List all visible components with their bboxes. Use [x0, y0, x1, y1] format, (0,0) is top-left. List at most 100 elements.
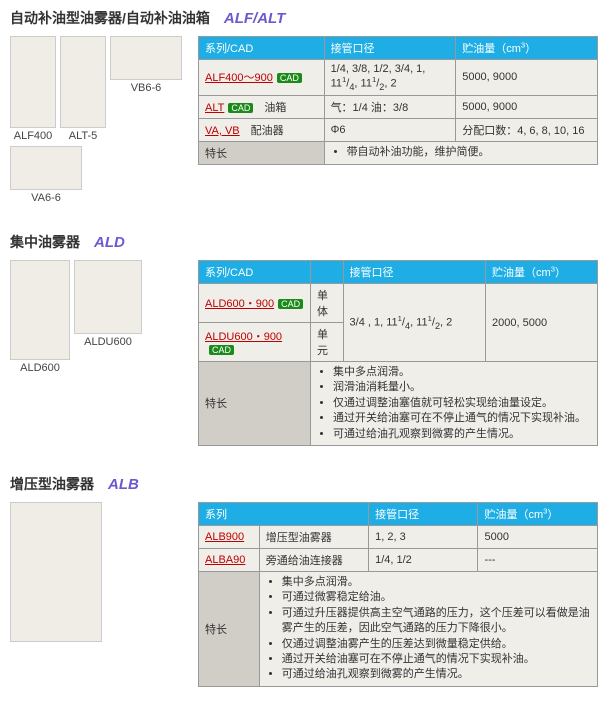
cad-badge: CAD	[277, 73, 302, 83]
table-cell: 2000, 5000	[486, 284, 598, 362]
table-header: 贮油量（cm3）	[486, 261, 598, 284]
spec-table: 系列/CAD接管口径贮油量（cm3）ALD600・900CAD单体3/4 , 1…	[198, 260, 598, 446]
series-link[interactable]: ALD600・900	[205, 298, 274, 310]
product-image-box: ALT-5	[60, 36, 106, 142]
feature-item: 润滑油消耗量小。	[333, 380, 591, 395]
features-list: 集中多点润滑。可通过微雾稳定给油。可通过升压器提供高主空气通路的压力，这个压差可…	[266, 575, 591, 683]
table-cell: 3/4 , 1, 111/4, 111/2, 2	[343, 284, 486, 362]
product-image-label: ALDU600	[84, 336, 132, 348]
table-cell: ALF400～900 CAD	[199, 60, 325, 96]
section-code: ALD	[94, 234, 125, 251]
product-section: 增压型油雾器ALB系列接管口径贮油量（cm3）ALB900增压型油雾器1, 2,…	[0, 466, 608, 695]
table-header-row: 系列/CAD接管口径贮油量（cm3）	[199, 37, 598, 60]
feature-item: 集中多点润滑。	[282, 575, 591, 590]
section-title-row: 增压型油雾器 ALB	[10, 474, 598, 494]
product-image	[60, 36, 106, 128]
product-image-box: VA6-6	[10, 146, 82, 204]
content-row: ALF400ALT-5VB6-6VA6-6系列/CAD接管口径贮油量（cm3）A…	[10, 36, 598, 204]
series-link[interactable]: ALT	[205, 102, 224, 114]
table-cell: 5000, 9000	[456, 60, 598, 96]
product-image-label: ALT-5	[69, 130, 98, 142]
features-label: 特长	[199, 141, 325, 164]
product-image	[110, 36, 182, 80]
table-cell: ---	[478, 548, 598, 571]
product-image-box: ALF400	[10, 36, 56, 142]
cad-badge: CAD	[209, 345, 234, 355]
table-cell: 1/4, 3/8, 1/2, 3/4, 1, 111/4, 111/2, 2	[324, 60, 456, 96]
product-image	[10, 260, 70, 360]
table-header: 系列	[199, 502, 369, 525]
content-row: 系列接管口径贮油量（cm3）ALB900增压型油雾器1, 2, 35000ALB…	[10, 502, 598, 687]
features-list: 带自动补油功能，维护简便。	[331, 145, 591, 160]
table-cell: 单体	[310, 284, 343, 323]
product-image-box: VB6-6	[110, 36, 182, 94]
features-row: 特长带自动补油功能，维护简便。	[199, 141, 598, 164]
table-header: 接管口径	[369, 502, 478, 525]
table-wrap: 系列/CAD接管口径贮油量（cm3）ALD600・900CAD单体3/4 , 1…	[198, 260, 598, 446]
table-row: ALB900增压型油雾器1, 2, 35000	[199, 525, 598, 548]
table-wrap: 系列/CAD接管口径贮油量（cm3） ALF400～900 CAD 1/4, 3/8,…	[198, 36, 598, 204]
cad-badge: CAD	[228, 103, 253, 113]
table-cell: VA, VB 配油器	[199, 118, 325, 141]
section-code: ALF/ALT	[224, 10, 285, 27]
table-cell: ALD600・900CAD	[199, 284, 311, 323]
features-row: 特长集中多点润滑。可通过微雾稳定给油。可通过升压器提供高主空气通路的压力，这个压…	[199, 571, 598, 686]
product-image-label: VA6-6	[31, 192, 61, 204]
image-column: ALF400 ALT-5 VB6-6 VA6-6	[10, 36, 190, 204]
content-row: ALD600ALDU600系列/CAD接管口径贮油量（cm3）ALD600・90…	[10, 260, 598, 446]
product-image	[10, 502, 102, 642]
feature-item: 可通过给油孔观察到微雾的产生情况。	[333, 427, 591, 442]
product-section: 集中油雾器ALDALD600ALDU600系列/CAD接管口径贮油量（cm3）A…	[0, 224, 608, 454]
table-row: ALF400～900 CAD 1/4, 3/8, 1/2, 3/4, 1, 111/…	[199, 60, 598, 96]
section-code: ALB	[108, 476, 139, 493]
product-image-label: VB6-6	[131, 82, 162, 94]
section-title: 集中油雾器	[10, 234, 80, 250]
feature-item: 仅通过调整油塞值就可轻松实现给油量设定。	[333, 396, 591, 411]
feature-item: 可通过升压器提供高主空气通路的压力，这个压差可以看做是油雾产生的压差，因此空气通…	[282, 606, 591, 637]
table-cell: 旁通给油连接器	[259, 548, 368, 571]
table-cell: 1/4, 1/2	[369, 548, 478, 571]
features-cell: 带自动补油功能，维护简便。	[324, 141, 597, 164]
section-title: 增压型油雾器	[10, 476, 94, 492]
table-cell: ALB900	[199, 525, 260, 548]
product-image-box: ALDU600	[74, 260, 142, 348]
features-row: 特长集中多点润滑。润滑油消耗量小。仅通过调整油塞值就可轻松实现给油量设定。通过开…	[199, 362, 598, 446]
cell-extra: 油箱	[264, 102, 286, 114]
series-link[interactable]: ALBA90	[205, 554, 245, 566]
series-link[interactable]: ALB900	[205, 531, 244, 543]
features-label: 特长	[199, 571, 260, 686]
feature-item: 仅通过调整油雾产生的压差达到微量稳定供给。	[282, 637, 591, 652]
table-header: 贮油量（cm3）	[456, 37, 598, 60]
table-row: ALBA90 旁通给油连接器1/4, 1/2---	[199, 548, 598, 571]
image-column	[10, 502, 190, 687]
feature-item: 可通过微雾稳定给油。	[282, 590, 591, 605]
features-cell: 集中多点润滑。润滑油消耗量小。仅通过调整油塞值就可轻松实现给油量设定。通过开关给…	[310, 362, 597, 446]
series-link[interactable]: ALF400～900	[205, 72, 273, 84]
table-cell: 单元	[310, 323, 343, 362]
feature-item: 集中多点润滑。	[333, 365, 591, 380]
section-title-row: 集中油雾器 ALD	[10, 232, 598, 252]
table-header-row: 系列/CAD接管口径贮油量（cm3）	[199, 261, 598, 284]
product-image-label: ALD600	[20, 362, 60, 374]
feature-item: 通过开关给油塞可在不停止通气的情况下实现补油。	[333, 411, 591, 426]
section-title: 自动补油型油雾器/自动补油油箱	[10, 10, 210, 26]
features-cell: 集中多点润滑。可通过微雾稳定给油。可通过升压器提供高主空气通路的压力，这个压差可…	[259, 571, 597, 686]
table-header: 系列/CAD	[199, 37, 325, 60]
features-list: 集中多点润滑。润滑油消耗量小。仅通过调整油塞值就可轻松实现给油量设定。通过开关给…	[317, 365, 591, 442]
section-title-row: 自动补油型油雾器/自动补油油箱 ALF/ALT	[10, 8, 598, 28]
table-cell: 增压型油雾器	[259, 525, 368, 548]
product-image-label: ALF400	[14, 130, 53, 142]
features-label: 特长	[199, 362, 311, 446]
table-row: ALD600・900CAD单体3/4 , 1, 111/4, 111/2, 22…	[199, 284, 598, 323]
series-link[interactable]: ALDU600・900	[205, 331, 282, 343]
table-header: 贮油量（cm3）	[478, 502, 598, 525]
series-link[interactable]: VA, VB	[205, 125, 240, 137]
table-row: ALTCAD 油箱气：1/4 油：3/85000, 9000	[199, 95, 598, 118]
table-cell: 分配口数：4, 6, 8, 10, 16	[456, 118, 598, 141]
table-header	[310, 261, 343, 284]
product-image-box	[10, 502, 102, 642]
table-cell: Φ6	[324, 118, 456, 141]
table-header: 接管口径	[324, 37, 456, 60]
product-image-box: ALD600	[10, 260, 70, 374]
product-section: 自动补油型油雾器/自动补油油箱 ALF/ALT ALF400 ALT-5 VB6-6 VA…	[0, 0, 608, 212]
